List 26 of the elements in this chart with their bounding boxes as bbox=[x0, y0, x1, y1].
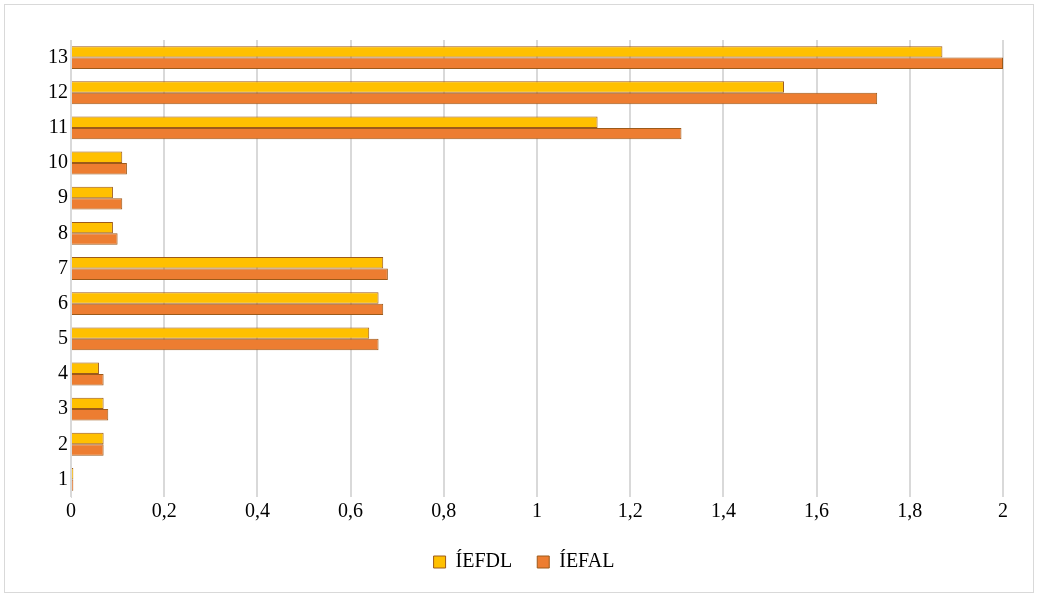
x-tick-label: 2 bbox=[998, 499, 1008, 522]
y-tick-label: 2 bbox=[58, 431, 68, 454]
x-tick-label: 1,6 bbox=[804, 499, 830, 522]
y-tick-label: 9 bbox=[58, 185, 68, 208]
y-tick-label: 7 bbox=[58, 255, 68, 278]
x-tick-label: 0,6 bbox=[338, 499, 364, 522]
y-tick-label: 11 bbox=[48, 115, 68, 138]
x-tick-label: 1,8 bbox=[897, 499, 923, 522]
x-tick-label: 0,4 bbox=[244, 499, 270, 522]
y-tick-label: 4 bbox=[58, 361, 68, 384]
legend-label: ÍEFAL bbox=[559, 549, 615, 572]
y-tick-label: 3 bbox=[58, 396, 68, 419]
y-tick-label: 13 bbox=[48, 44, 68, 67]
x-tick-label: 1 bbox=[532, 499, 542, 522]
y-tick-label: 12 bbox=[48, 79, 68, 102]
x-tick-label: 0,8 bbox=[431, 499, 457, 522]
y-tick-label: 10 bbox=[48, 150, 68, 173]
legend-label: ÍEFDL bbox=[455, 549, 513, 572]
x-tick-label: 0,2 bbox=[151, 499, 177, 522]
y-tick-label: 6 bbox=[58, 290, 68, 313]
y-tick-label: 5 bbox=[58, 326, 68, 349]
x-tick-label: 0 bbox=[66, 499, 76, 522]
y-tick-label: 1 bbox=[58, 466, 68, 489]
x-tick-label: 1,2 bbox=[617, 499, 643, 522]
y-tick-label: 8 bbox=[58, 220, 68, 243]
x-tick-label: 1,4 bbox=[710, 499, 736, 522]
